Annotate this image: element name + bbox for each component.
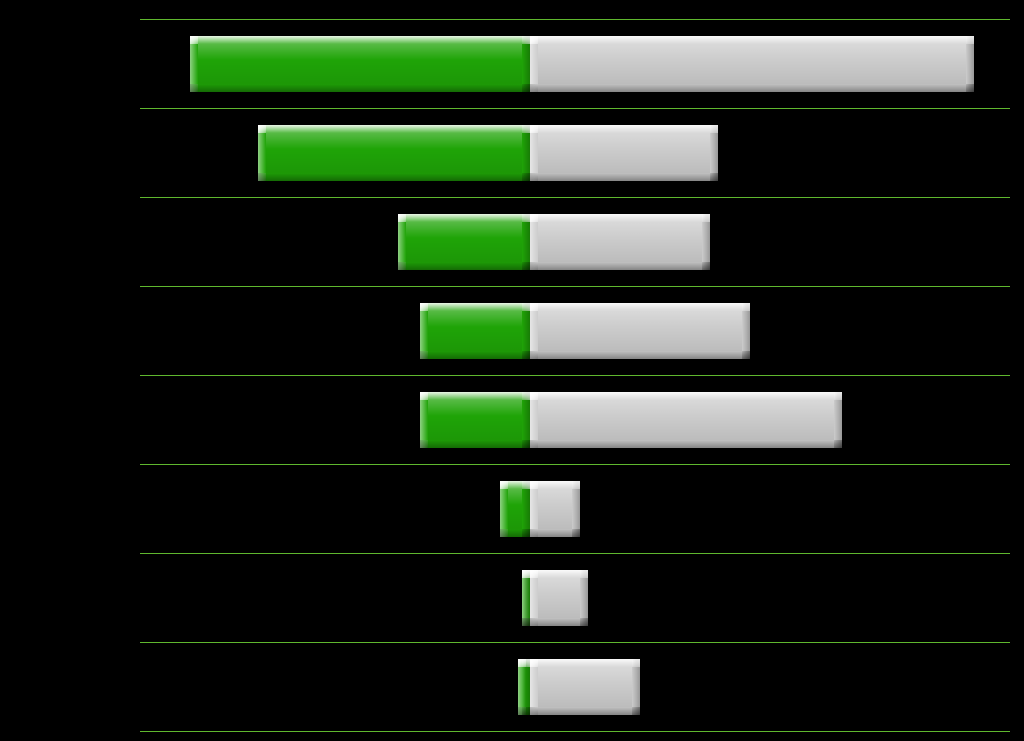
bar-left xyxy=(420,303,530,359)
gridline xyxy=(140,286,1010,287)
bar-left xyxy=(518,659,530,715)
bar-right xyxy=(530,36,974,92)
bar-right xyxy=(530,481,580,537)
gridline xyxy=(140,731,1010,732)
gridline xyxy=(140,197,1010,198)
bar-right xyxy=(530,392,842,448)
diverging-bar-chart xyxy=(0,0,1024,741)
bar-left xyxy=(420,392,530,448)
gridline xyxy=(140,642,1010,643)
gridline xyxy=(140,108,1010,109)
bar-right xyxy=(530,570,588,626)
bar-left xyxy=(398,214,530,270)
bar-right xyxy=(530,303,750,359)
gridline xyxy=(140,553,1010,554)
bar-right xyxy=(530,659,640,715)
bar-right xyxy=(530,125,718,181)
bar-right xyxy=(530,214,710,270)
gridline xyxy=(140,464,1010,465)
bar-left xyxy=(190,36,530,92)
gridline xyxy=(140,19,1010,20)
gridline xyxy=(140,375,1010,376)
bar-left xyxy=(522,570,530,626)
bar-left xyxy=(258,125,530,181)
bar-left xyxy=(500,481,530,537)
